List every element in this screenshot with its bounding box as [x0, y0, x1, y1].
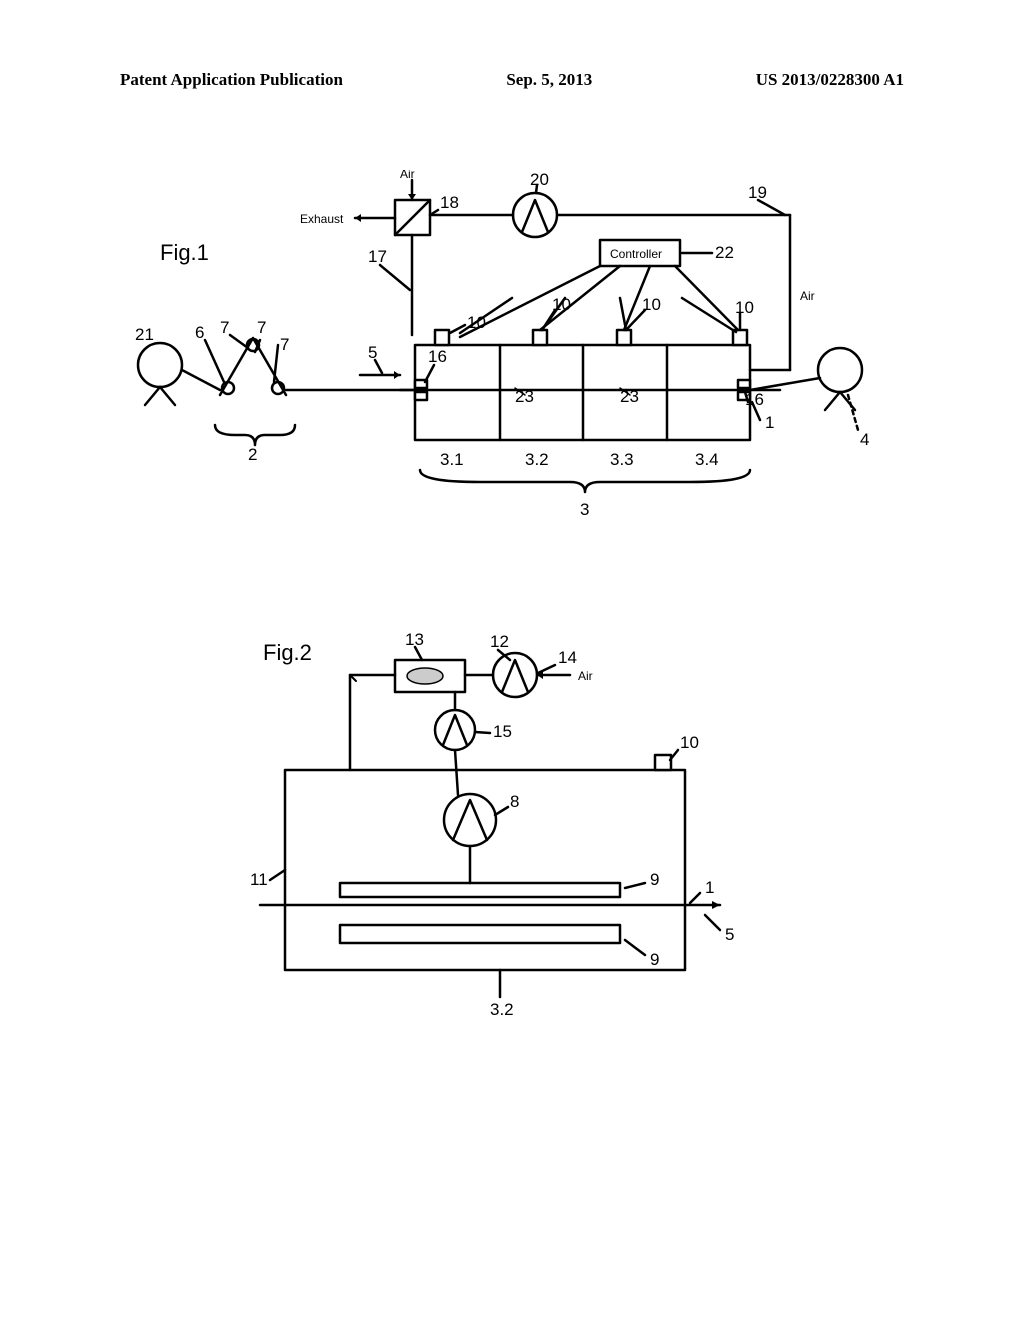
ref-21: 21 — [135, 325, 154, 344]
ref-3.4: 3.4 — [695, 450, 719, 469]
ref-10b: 10 — [552, 295, 571, 314]
ref-3.2: 3.2 — [525, 450, 549, 469]
ref-1-f2: 1 — [705, 878, 714, 897]
ref-22: 22 — [715, 243, 734, 262]
ref-13: 13 — [405, 630, 424, 649]
fig2-air: Air — [578, 669, 593, 683]
ref-10a: 10 — [467, 313, 486, 332]
header-right: US 2013/0228300 A1 — [756, 70, 904, 90]
fig1-air-right: Air — [800, 289, 815, 303]
ref-9a: 9 — [650, 870, 659, 889]
ref-18: 18 — [440, 193, 459, 212]
fig1-controller: Controller — [610, 247, 662, 261]
ref-10c: 10 — [642, 295, 661, 314]
ref-14: 14 — [558, 648, 577, 667]
ref-4: 4 — [860, 430, 869, 449]
ref-5-f1: 5 — [368, 343, 377, 362]
ref-7a: 7 — [220, 318, 229, 337]
figure2-diagram: Air 13 12 14 15 8 10 11 9 9 1 5 3.2 — [200, 625, 800, 1045]
ref-16r: 16 — [745, 390, 764, 409]
ref-12: 12 — [490, 632, 509, 651]
ref-20: 20 — [530, 170, 549, 189]
figure1-diagram: Air Exhaust Controller Air 21 6 7 7 7 5 … — [120, 170, 890, 540]
ref-9b: 9 — [650, 950, 659, 969]
ref-6: 6 — [195, 323, 204, 342]
ref-7b: 7 — [257, 318, 266, 337]
ref-17: 17 — [368, 247, 387, 266]
ref-2: 2 — [248, 445, 257, 464]
ref-3.3: 3.3 — [610, 450, 634, 469]
ref-23a: 23 — [515, 387, 534, 406]
fig1-exhaust: Exhaust — [300, 212, 344, 226]
ref-3.1: 3.1 — [440, 450, 464, 469]
ref-7c: 7 — [280, 335, 289, 354]
page-header: Patent Application Publication Sep. 5, 2… — [0, 70, 1024, 90]
ref-3: 3 — [580, 500, 589, 519]
ref-3.2-f2: 3.2 — [490, 1000, 514, 1019]
ref-8: 8 — [510, 792, 519, 811]
ref-1-f1: 1 — [765, 413, 774, 432]
fig1-air-top: Air — [400, 170, 415, 181]
ref-5-f2: 5 — [725, 925, 734, 944]
ref-23b: 23 — [620, 387, 639, 406]
ref-16l: 16 — [428, 347, 447, 366]
ref-10-f2: 10 — [680, 733, 699, 752]
ref-15: 15 — [493, 722, 512, 741]
ref-19: 19 — [748, 183, 767, 202]
header-center: Sep. 5, 2013 — [506, 70, 592, 90]
header-left: Patent Application Publication — [120, 70, 343, 90]
ref-11: 11 — [250, 870, 268, 889]
ref-10d: 10 — [735, 298, 754, 317]
